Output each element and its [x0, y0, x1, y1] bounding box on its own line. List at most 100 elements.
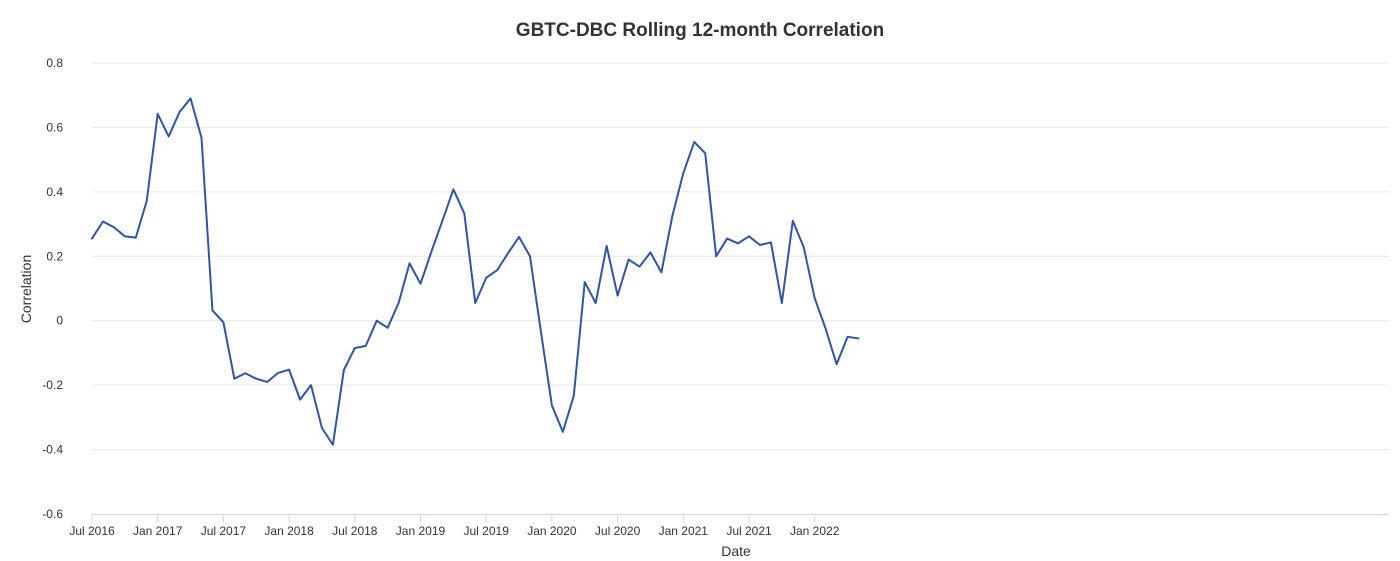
data-point: [516, 234, 522, 240]
x-tick-label: Jul 2021: [726, 524, 772, 538]
y-tick-label: 0.6: [46, 120, 63, 134]
data-point: [111, 224, 117, 230]
series-line: [91, 97, 860, 446]
data-point: [144, 198, 150, 204]
data-point: [637, 264, 643, 270]
y-axis-label: Correlation: [18, 255, 34, 323]
y-tick-label: 0.4: [46, 185, 63, 199]
data-point: [264, 379, 270, 385]
data-point: [374, 318, 380, 324]
x-axis: Jul 2016 Jan 2017 Jul 2017 Jan 2018 Jul 2018…: [69, 514, 1389, 538]
data-point: [297, 397, 303, 403]
x-tick-label: Jan 2021: [659, 524, 709, 538]
data-point: [801, 244, 807, 250]
chart-title: GBTC-DBC Rolling 12-month Correlation: [516, 20, 884, 41]
data-point: [593, 300, 599, 306]
data-point: [560, 429, 566, 435]
data-point: [89, 236, 95, 242]
x-tick-label: Jul 2018: [332, 524, 378, 538]
x-tick-label: Jul 2019: [464, 524, 510, 538]
data-point: [527, 253, 533, 259]
data-point: [669, 213, 675, 219]
data-point: [166, 133, 172, 139]
y-tick-label: -0.6: [42, 507, 63, 521]
x-axis-label: Date: [721, 543, 751, 559]
data-point: [428, 248, 434, 254]
data-point: [768, 239, 774, 245]
y-axis-ticks: 0.8 0.6 0.4 0.2 0 -0.2 -0.4 -0.6: [42, 56, 63, 521]
data-point: [231, 376, 237, 382]
data-point: [856, 335, 862, 341]
data-point: [735, 240, 741, 246]
x-tick-label: Jan 2020: [527, 524, 577, 538]
data-point: [352, 345, 358, 351]
x-tick-label: Jan 2022: [790, 524, 840, 538]
data-point: [615, 293, 621, 299]
data-point: [834, 361, 840, 367]
series-group: [89, 95, 862, 448]
data-point: [155, 111, 161, 117]
y-tick-label: -0.4: [42, 443, 63, 457]
data-point: [286, 367, 292, 373]
data-point: [549, 402, 555, 408]
data-point: [450, 186, 456, 192]
data-point: [779, 300, 785, 306]
data-point: [253, 376, 259, 382]
data-point: [505, 250, 511, 256]
data-point: [242, 370, 248, 376]
data-point: [658, 269, 664, 275]
y-tick-label: 0.8: [46, 56, 63, 70]
data-point: [330, 442, 336, 448]
data-point: [199, 135, 205, 141]
data-point: [713, 253, 719, 259]
x-tick-label: Jan 2018: [264, 524, 314, 538]
data-point: [407, 260, 413, 266]
data-point: [319, 425, 325, 431]
data-point: [582, 279, 588, 285]
data-point: [220, 319, 226, 325]
data-point: [177, 109, 183, 115]
data-point: [396, 300, 402, 306]
data-point: [385, 325, 391, 331]
data-point: [538, 329, 544, 335]
data-point: [209, 307, 215, 313]
data-point: [308, 382, 314, 388]
data-point: [823, 326, 829, 332]
data-point: [472, 300, 478, 306]
data-point: [702, 150, 708, 156]
data-point: [571, 393, 577, 399]
x-tick-label: Jul 2017: [201, 524, 247, 538]
data-point: [812, 295, 818, 301]
data-point: [604, 243, 610, 249]
data-point: [418, 281, 424, 287]
data-point: [724, 236, 730, 242]
x-tick-label: Jan 2017: [133, 524, 183, 538]
data-point: [680, 170, 686, 176]
data-point: [626, 257, 632, 263]
y-tick-label: 0.2: [46, 249, 63, 263]
x-tick-label: Jul 2020: [595, 524, 641, 538]
data-point: [845, 334, 851, 340]
data-point: [757, 242, 763, 248]
data-point: [483, 275, 489, 281]
data-point: [746, 233, 752, 239]
data-point: [188, 95, 194, 101]
data-point: [691, 139, 697, 145]
data-point: [461, 210, 467, 216]
data-point: [494, 267, 500, 273]
data-point: [122, 233, 128, 239]
x-tick-label: Jul 2016: [69, 524, 115, 538]
data-point: [100, 218, 106, 224]
data-point: [439, 218, 445, 224]
y-tick-label: 0: [56, 314, 63, 328]
y-tick-label: -0.2: [42, 378, 63, 392]
data-point: [647, 249, 653, 255]
y-grid-lines: [92, 62, 1389, 451]
data-point: [341, 367, 347, 373]
x-tick-label: Jan 2019: [396, 524, 446, 538]
data-point: [275, 370, 281, 376]
data-point: [363, 343, 369, 349]
data-point: [133, 235, 139, 241]
data-point: [790, 218, 796, 224]
